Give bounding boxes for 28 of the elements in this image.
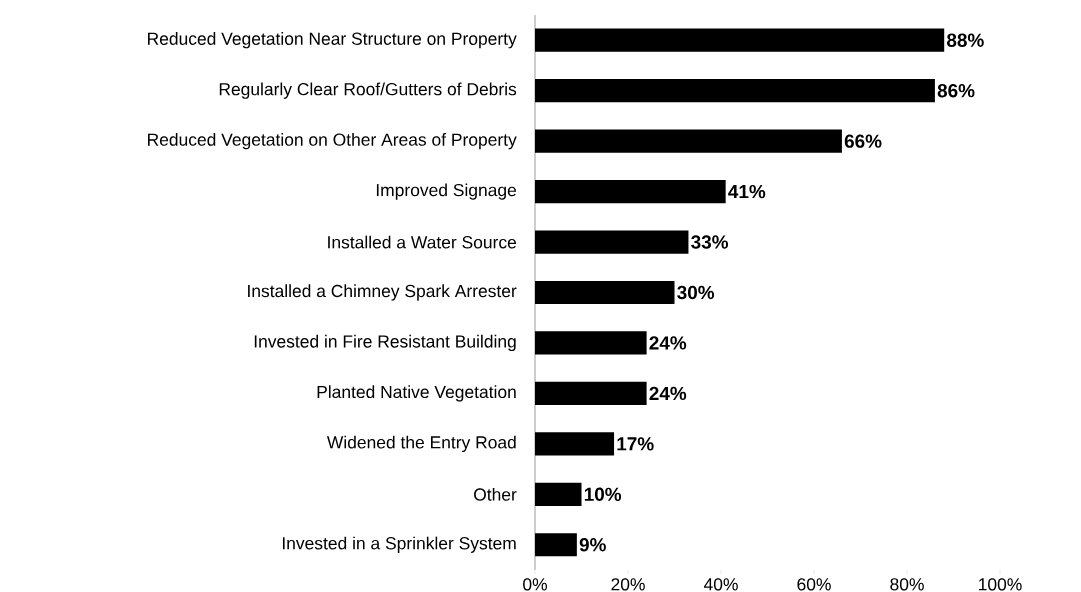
x-tick-label: 0% bbox=[523, 578, 547, 591]
data-label: 30% bbox=[677, 285, 715, 300]
data-label: 24% bbox=[649, 336, 687, 350]
data-label: 86% bbox=[937, 83, 975, 98]
y-tick-label: Invested in a Sprinkler System bbox=[282, 536, 516, 553]
y-tick-label: Improved Signage bbox=[376, 183, 517, 200]
y-tick-label: Installed a Water Source bbox=[328, 235, 517, 249]
x-tick-label: 100% bbox=[979, 578, 1022, 591]
data-label: 88% bbox=[947, 33, 984, 47]
y-tick-label: Reduced Vegetation Near Structure on Property bbox=[148, 32, 517, 49]
data-label: 17% bbox=[617, 437, 654, 451]
data-label: 24% bbox=[649, 386, 687, 401]
y-tick-label: Reduced Vegetation on Other Areas of Property bbox=[148, 133, 517, 150]
data-label: 9% bbox=[579, 538, 606, 552]
y-tick-label: Installed a Chimney Spark Arrester bbox=[248, 284, 517, 301]
x-tick-label: 40% bbox=[703, 578, 738, 591]
data-label: 66% bbox=[844, 134, 882, 148]
y-tick-label: Other bbox=[474, 487, 517, 501]
y-tick-label: Regularly Clear Roof/Gutters of Debris bbox=[219, 82, 517, 99]
y-tick-label: Planted Native Vegetation bbox=[317, 385, 516, 402]
x-tick-label: 20% bbox=[611, 578, 645, 591]
y-tick-label: Widened the Entry Road bbox=[326, 435, 516, 452]
data-label: 33% bbox=[691, 235, 729, 249]
x-tick-label: 80% bbox=[890, 578, 924, 591]
x-tick-label: 60% bbox=[797, 578, 831, 591]
data-label: 10% bbox=[584, 487, 622, 502]
y-tick-label: Invested in Fire Resistant Building bbox=[254, 334, 516, 352]
data-label: 41% bbox=[728, 184, 766, 199]
